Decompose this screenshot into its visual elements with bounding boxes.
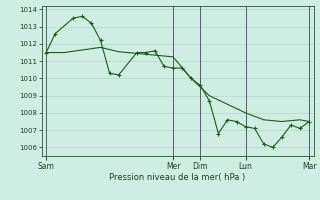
X-axis label: Pression niveau de la mer( hPa ): Pression niveau de la mer( hPa )	[109, 173, 246, 182]
